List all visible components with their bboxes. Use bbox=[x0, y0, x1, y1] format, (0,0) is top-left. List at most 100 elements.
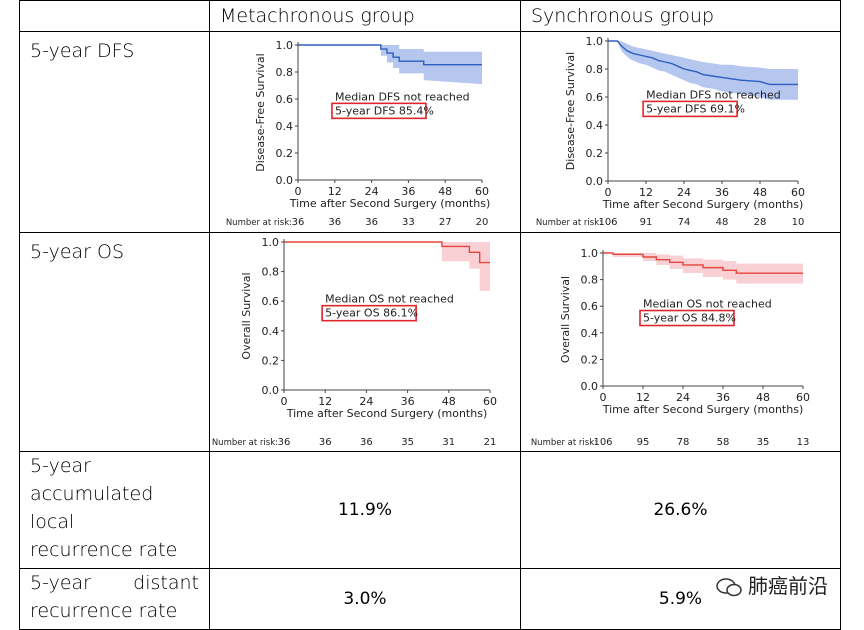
watermark: 肺癌前沿 bbox=[714, 572, 844, 600]
y-axis-label: Disease-Free Survival bbox=[254, 53, 267, 171]
x-tick-label: 36 bbox=[716, 391, 730, 404]
risk-count: 31 bbox=[442, 437, 455, 448]
row-label-os: 5-year OS bbox=[19, 232, 210, 452]
x-tick-label: 48 bbox=[442, 395, 456, 408]
y-tick-label: 0.6 bbox=[262, 295, 280, 308]
x-tick-label: 48 bbox=[438, 185, 452, 198]
x-tick-label: 36 bbox=[401, 185, 415, 198]
x-tick-label: 0 bbox=[295, 185, 302, 198]
highlight-box bbox=[642, 100, 738, 118]
y-axis-label: Overall Survival bbox=[559, 276, 572, 363]
highlight-box bbox=[639, 309, 735, 327]
risk-count: 36 bbox=[278, 437, 291, 448]
y-axis-label: Overall Survival bbox=[240, 272, 253, 359]
y-tick-label: 0.0 bbox=[581, 380, 599, 393]
row-os: 5-year OS 0.0 0.2 0.4 0.6 0.8 1.0 0 12 24 36 48 60 T… bbox=[19, 232, 841, 452]
y-tick-label: 0.2 bbox=[581, 353, 599, 366]
y-tick-label: 0.8 bbox=[262, 266, 280, 279]
survival-curve bbox=[603, 252, 803, 274]
y-tick-label: 0.8 bbox=[586, 63, 604, 76]
row-label-dfs: 5-year DFS bbox=[19, 31, 210, 233]
x-tick-label: 36 bbox=[715, 186, 729, 199]
y-tick-label: 0.4 bbox=[586, 119, 604, 132]
local-recurrence-metachronous: 11.9% bbox=[209, 451, 521, 569]
row-label-local-recurrence: 5-year accumulated local recurrence rate bbox=[19, 451, 210, 569]
chart-cell-dfs-synchronous: 0.0 0.2 0.4 0.6 0.8 1.0 0 12 24 36 48 60 Time after … bbox=[520, 31, 841, 233]
risk-count: 35 bbox=[757, 437, 770, 448]
risk-count: 33 bbox=[402, 217, 415, 228]
survival-curve bbox=[298, 44, 482, 66]
row-dfs: 5-year DFS 0.0 0.2 0.4 0.6 0.8 1.0 0 12 24 36 48 60… bbox=[19, 31, 841, 233]
y-tick-label: 1.0 bbox=[581, 247, 599, 260]
x-tick-label: 60 bbox=[796, 391, 810, 404]
risk-count: 78 bbox=[677, 437, 690, 448]
y-tick-label: 0.4 bbox=[581, 327, 599, 340]
chart-cell-os-synchronous: 0.0 0.2 0.4 0.6 0.8 1.0 0 12 24 36 48 60 Time after … bbox=[520, 232, 841, 452]
x-axis-label: Time after Second Surgery (months) bbox=[289, 197, 491, 210]
header-row: Metachronous group Synchronous group bbox=[19, 0, 841, 32]
risk-count: 27 bbox=[439, 217, 452, 228]
risk-count: 36 bbox=[319, 437, 332, 448]
x-tick-label: 12 bbox=[636, 391, 650, 404]
x-tick-label: 60 bbox=[483, 395, 497, 408]
risk-count: 28 bbox=[754, 217, 767, 228]
survival-curve bbox=[284, 241, 490, 264]
local-recurrence-synchronous: 26.6% bbox=[520, 451, 841, 569]
results-table: Metachronous group Synchronous group 5-y… bbox=[19, 0, 841, 630]
risk-count: 74 bbox=[678, 217, 691, 228]
label-line: 5-year bbox=[30, 455, 91, 477]
x-axis-label: Time after Second Surgery (months) bbox=[602, 403, 804, 416]
five-year-annotation: 5-year DFS 85.4% bbox=[335, 104, 434, 117]
x-tick-label: 0 bbox=[281, 395, 288, 408]
y-tick-label: 0.0 bbox=[586, 175, 604, 188]
five-year-annotation: 5-year OS 86.1% bbox=[325, 307, 418, 320]
chart-cell-os-metachronous: 0.0 0.2 0.4 0.6 0.8 1.0 0 12 24 36 48 60 Time after … bbox=[209, 232, 521, 452]
x-tick-label: 24 bbox=[677, 186, 691, 199]
y-tick-label: 0.2 bbox=[262, 354, 280, 367]
distant-recurrence-synchronous: 5.9% bbox=[520, 568, 841, 630]
x-tick-label: 24 bbox=[365, 185, 379, 198]
x-axis-label: Time after Second Surgery (months) bbox=[286, 407, 488, 420]
median-annotation: Median DFS not reached bbox=[335, 90, 470, 103]
risk-count: 48 bbox=[716, 217, 729, 228]
y-tick-label: 0.2 bbox=[586, 147, 604, 160]
risk-count: 21 bbox=[484, 437, 497, 448]
y-tick-label: 0.0 bbox=[276, 174, 294, 187]
label-line: recurrence rate bbox=[30, 539, 178, 561]
risk-count: 36 bbox=[365, 217, 378, 228]
x-tick-label: 24 bbox=[359, 395, 373, 408]
risk-count: 36 bbox=[328, 217, 341, 228]
header-metachronous: Metachronous group bbox=[209, 0, 521, 32]
risk-count: 106 bbox=[593, 437, 612, 448]
row-distant-recurrence: 5-year distant recurrence rate 3.0% 5.9% bbox=[19, 568, 841, 630]
median-annotation: Median OS not reached bbox=[325, 293, 454, 306]
confidence-band bbox=[608, 41, 798, 100]
y-tick-label: 0.4 bbox=[276, 120, 294, 133]
confidence-band bbox=[284, 242, 490, 291]
y-tick-label: 1.0 bbox=[276, 39, 294, 52]
x-tick-label: 48 bbox=[753, 186, 767, 199]
x-tick-label: 12 bbox=[328, 185, 342, 198]
x-tick-label: 24 bbox=[676, 391, 690, 404]
y-tick-label: 0.8 bbox=[276, 66, 294, 79]
risk-count: 10 bbox=[792, 217, 805, 228]
x-tick-label: 60 bbox=[475, 185, 489, 198]
risk-count: 36 bbox=[292, 217, 305, 228]
survival-curve bbox=[608, 40, 798, 86]
y-tick-label: 0.6 bbox=[581, 300, 599, 313]
y-tick-label: 0.8 bbox=[581, 274, 599, 287]
x-tick-label: 0 bbox=[605, 186, 612, 199]
y-axis-label: Disease-Free Survival bbox=[564, 52, 577, 170]
risk-label: Number at risk: bbox=[536, 218, 602, 228]
risk-count: 36 bbox=[360, 437, 373, 448]
y-tick-label: 0.6 bbox=[276, 93, 294, 106]
y-tick-label: 0.4 bbox=[262, 325, 280, 338]
y-tick-label: 1.0 bbox=[262, 236, 280, 249]
label-line: recurrence rate bbox=[30, 600, 178, 622]
header-synchronous: Synchronous group bbox=[520, 0, 841, 32]
row-label-distant-recurrence: 5-year distant recurrence rate bbox=[19, 568, 210, 630]
x-tick-label: 0 bbox=[600, 391, 607, 404]
y-tick-label: 0.6 bbox=[586, 91, 604, 104]
